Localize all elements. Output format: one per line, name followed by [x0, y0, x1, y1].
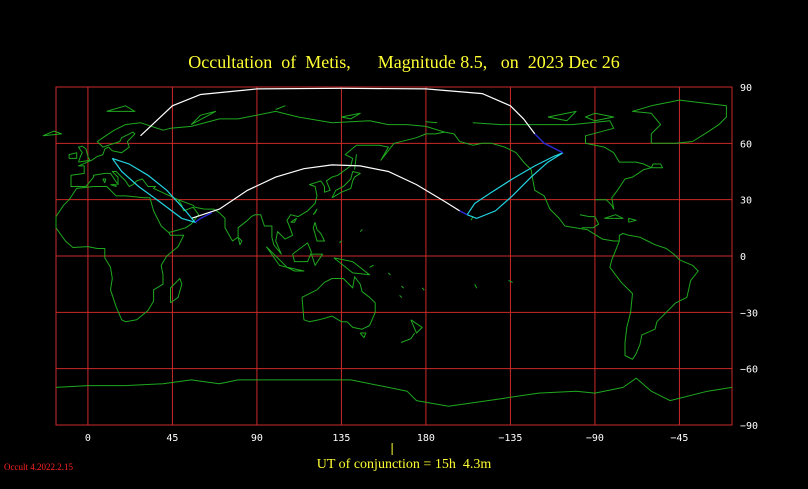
coastline	[102, 178, 107, 184]
occultation-paths	[111, 87, 564, 224]
coastline	[265, 246, 288, 268]
coastline	[579, 214, 600, 229]
coastline	[55, 186, 185, 323]
coastline	[106, 105, 136, 112]
coastline	[421, 287, 425, 291]
east-limit-loop	[466, 152, 564, 220]
conjunction-time-label: UT of conjunction = 15h 4.3m	[316, 457, 492, 472]
coastline	[369, 264, 374, 268]
coastline	[341, 112, 361, 120]
below-horizon-segment	[534, 133, 564, 154]
coastline	[399, 295, 402, 298]
latitude-tick-label: 30	[740, 196, 752, 207]
north-path-limit	[140, 87, 536, 137]
coastline	[650, 163, 663, 169]
longitude-tick-label: 90	[251, 433, 263, 444]
latitude-tick-label: 90	[740, 83, 752, 94]
coastline	[472, 120, 652, 210]
latitude-tick-label: −30	[740, 308, 758, 319]
coastline	[632, 99, 727, 144]
coastline	[110, 184, 117, 187]
longitude-tick-label: 135	[332, 433, 350, 444]
coastline	[585, 112, 615, 122]
west-limit-loop	[111, 157, 197, 224]
coastline	[286, 266, 305, 272]
coastline	[237, 236, 243, 246]
coastline	[604, 214, 624, 219]
latitude-tick-label: 60	[740, 139, 752, 150]
central-path-line	[191, 164, 461, 219]
coastline	[448, 377, 733, 407]
coastline	[425, 121, 438, 124]
coastline	[331, 171, 361, 199]
lat-lon-grid	[55, 86, 733, 426]
coastline	[354, 154, 357, 170]
coastline	[290, 217, 297, 223]
coastline	[359, 332, 367, 339]
coastline	[333, 257, 371, 276]
coastline	[190, 110, 217, 126]
latitude-tick-label: −90	[740, 421, 758, 432]
longitude-tick-label: 180	[417, 433, 435, 444]
coastline	[78, 145, 91, 163]
below-horizon-segment	[459, 210, 468, 216]
coastline	[55, 379, 449, 407]
coastline	[275, 105, 286, 110]
latitude-tick-label: 0	[740, 252, 746, 263]
coastline	[292, 242, 312, 263]
coastline	[170, 278, 183, 304]
longitude-tick-label: −135	[498, 433, 522, 444]
version-label: Occult 4.2022.2.15	[4, 462, 73, 472]
coastline	[359, 229, 363, 232]
latitude-axis: 90 60 30 0 −30 −60 −90	[740, 83, 758, 432]
coastline	[547, 110, 577, 122]
page-title: Occultation of Metis, Magnitude 8.5, on …	[188, 52, 620, 72]
coastline	[508, 279, 513, 283]
coastline	[339, 240, 342, 244]
coastline	[410, 319, 423, 334]
below-horizon-segment	[194, 212, 213, 223]
coastline	[312, 208, 318, 216]
latitude-tick-label: −60	[740, 365, 758, 376]
coastline	[401, 332, 416, 343]
coastline	[401, 285, 404, 289]
longitude-tick-label: −45	[670, 433, 688, 444]
coastline	[68, 152, 78, 159]
coastlines	[42, 99, 733, 407]
longitude-tick-label: 0	[85, 433, 91, 444]
coastline	[301, 276, 376, 330]
coastline	[42, 130, 63, 137]
longitude-tick-label: −90	[586, 433, 604, 444]
coastline	[70, 110, 446, 255]
coastline	[444, 131, 699, 360]
coastline	[310, 253, 324, 266]
longitude-axis: 0 45 90 135 180 −135 −90 −45	[85, 433, 689, 444]
coastline	[474, 283, 478, 289]
coastline	[628, 217, 637, 223]
coastline	[388, 272, 391, 276]
coastline	[312, 222, 325, 242]
longitude-tick-label: 45	[166, 433, 178, 444]
